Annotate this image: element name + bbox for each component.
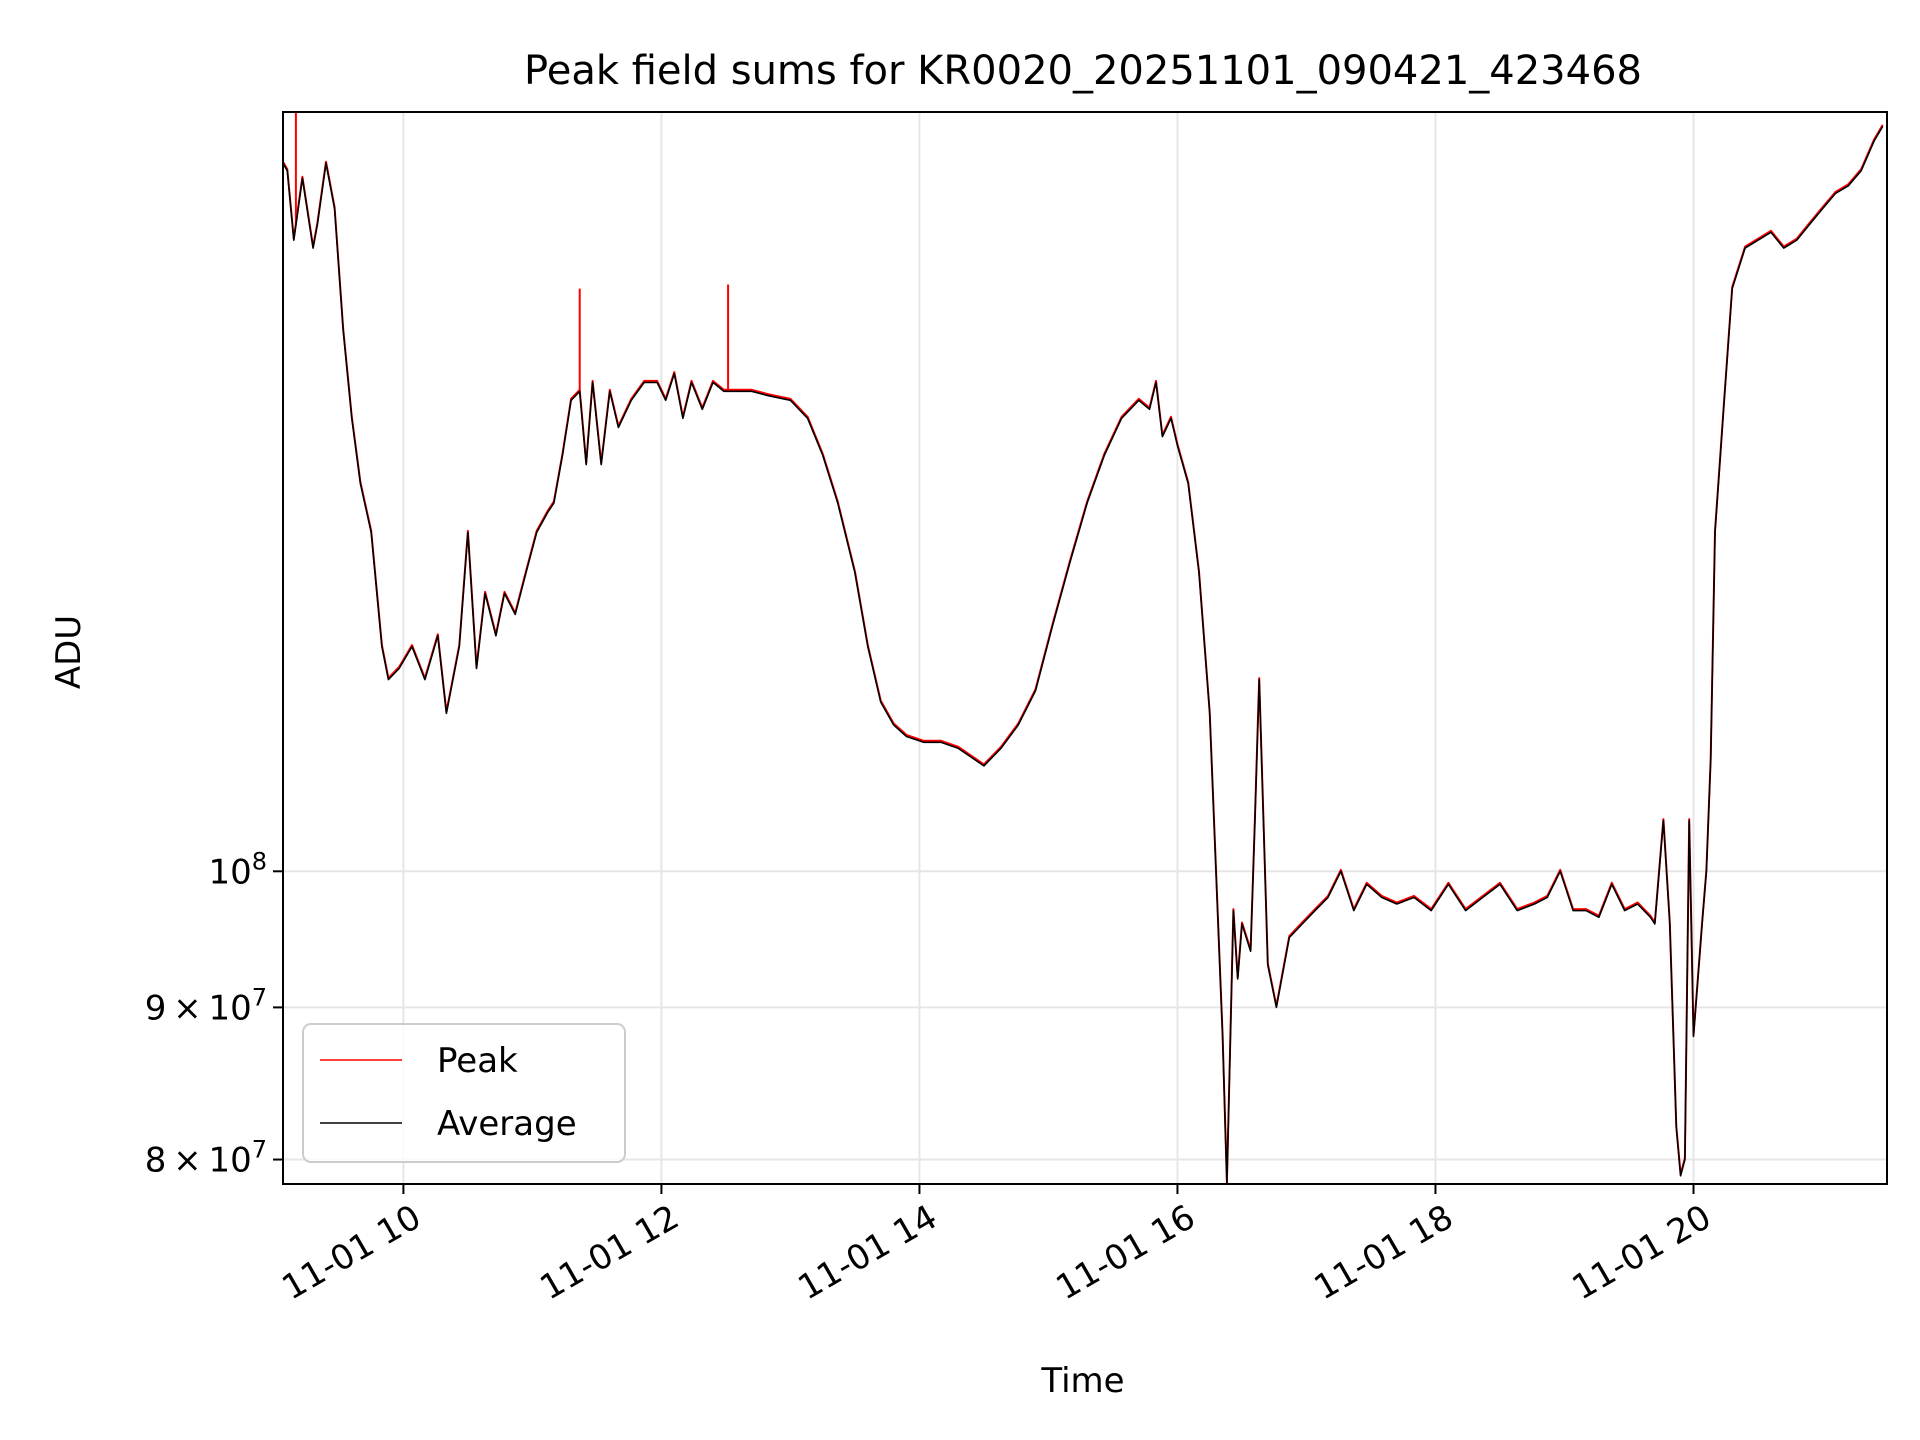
y-tick-label: 108 xyxy=(208,847,267,892)
series-average xyxy=(282,125,1884,1185)
grid-lines xyxy=(283,112,1887,1184)
y-tick-label: 8 × 107 xyxy=(145,1136,267,1181)
legend-box xyxy=(302,1023,626,1163)
legend: Peak Average xyxy=(302,1023,626,1163)
chart-title: Peak field sums for KR0020_20251101_0904… xyxy=(524,48,1642,94)
legend-label-average: Average xyxy=(437,1104,577,1144)
y-axis-label: ADU xyxy=(49,615,89,689)
y-tick-label: 9 × 107 xyxy=(145,983,267,1028)
plot-area-frame xyxy=(282,111,1888,1185)
average-line xyxy=(282,125,1884,1185)
y-axis: 108 9 × 107 8 × 107 xyxy=(145,847,283,1181)
legend-label-peak: Peak xyxy=(437,1041,518,1081)
x-axis-label: Time xyxy=(1040,1361,1124,1401)
